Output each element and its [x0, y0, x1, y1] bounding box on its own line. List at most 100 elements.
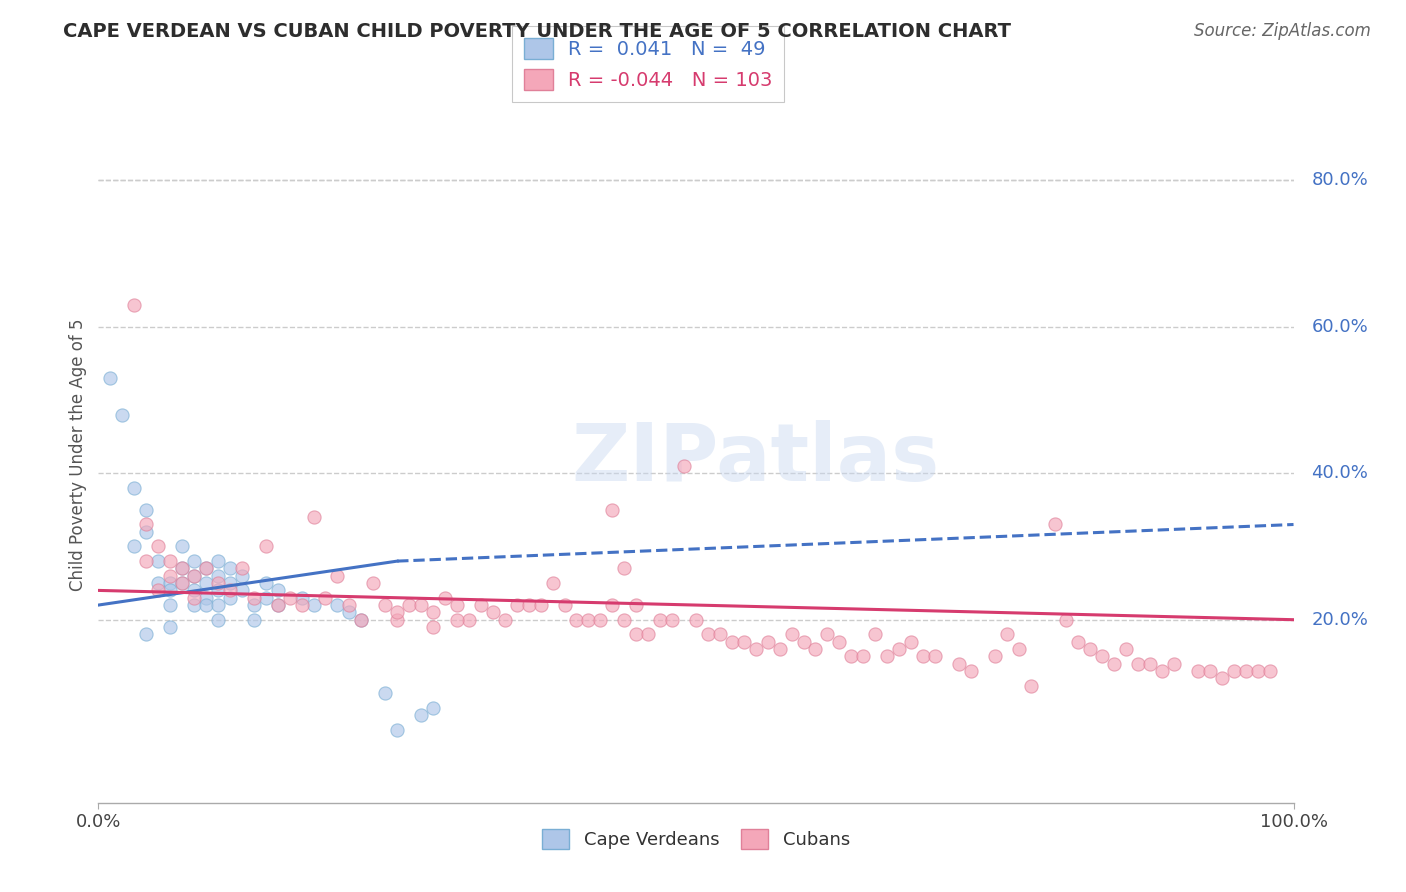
Point [613, 561, 636, 575]
Point [852, 649, 875, 664]
Point [804, 642, 827, 657]
Point [159, 620, 181, 634]
Point [148, 554, 170, 568]
Point [1043, 517, 1066, 532]
Point [243, 591, 266, 605]
Point [422, 700, 444, 714]
Point [650, 613, 672, 627]
Point [458, 613, 481, 627]
Point [924, 649, 946, 664]
Point [183, 583, 205, 598]
Point [1247, 664, 1270, 678]
Point [1187, 664, 1209, 678]
Point [124, 481, 146, 495]
Text: ZIPatlas: ZIPatlas [572, 419, 939, 498]
Point [135, 627, 157, 641]
Point [111, 408, 134, 422]
Point [626, 598, 648, 612]
Point [148, 540, 170, 554]
Point [183, 568, 205, 582]
Point [183, 568, 205, 582]
Point [219, 591, 242, 605]
Point [578, 613, 600, 627]
Point [1152, 664, 1174, 678]
Point [865, 627, 887, 641]
Point [207, 583, 229, 598]
Point [254, 576, 277, 591]
Y-axis label: Child Poverty Under the Age of 5: Child Poverty Under the Age of 5 [69, 318, 87, 591]
Point [135, 517, 157, 532]
Point [267, 583, 290, 598]
Point [602, 503, 624, 517]
Point [124, 298, 146, 312]
Point [243, 598, 266, 612]
Point [1056, 613, 1078, 627]
Point [626, 627, 648, 641]
Point [98, 371, 122, 385]
Point [374, 598, 396, 612]
Point [219, 561, 242, 575]
Text: 20.0%: 20.0% [1312, 611, 1368, 629]
Point [207, 598, 229, 612]
Point [207, 576, 229, 591]
Point [589, 613, 612, 627]
Point [482, 606, 505, 620]
Point [207, 554, 229, 568]
Point [554, 598, 576, 612]
Point [291, 598, 314, 612]
Point [159, 576, 181, 591]
Point [602, 598, 624, 612]
Point [780, 627, 803, 641]
Point [254, 540, 277, 554]
Point [159, 598, 181, 612]
Point [517, 598, 540, 612]
Point [195, 598, 218, 612]
Point [315, 591, 337, 605]
Point [231, 561, 253, 575]
Point [1163, 657, 1185, 671]
Point [302, 598, 325, 612]
Point [817, 627, 839, 641]
Point [1115, 642, 1137, 657]
Point [231, 568, 253, 582]
Point [541, 576, 564, 591]
Legend: Cape Verdeans, Cubans: Cape Verdeans, Cubans [534, 822, 858, 856]
Point [278, 591, 301, 605]
Point [219, 576, 242, 591]
Point [1258, 664, 1281, 678]
Point [159, 554, 181, 568]
Point [1019, 679, 1042, 693]
Point [446, 613, 468, 627]
Point [422, 606, 444, 620]
Point [326, 568, 349, 582]
Point [207, 613, 229, 627]
Point [889, 642, 911, 657]
Point [385, 613, 409, 627]
Point [183, 591, 205, 605]
Point [231, 583, 253, 598]
Point [135, 524, 157, 539]
Point [960, 664, 983, 678]
Point [685, 613, 707, 627]
Point [267, 598, 290, 612]
Point [1128, 657, 1150, 671]
Point [900, 634, 922, 648]
Point [363, 576, 385, 591]
Point [1223, 664, 1246, 678]
Point [673, 458, 696, 473]
Point [291, 591, 314, 605]
Point [1080, 642, 1102, 657]
Text: 60.0%: 60.0% [1312, 318, 1368, 335]
Point [446, 598, 468, 612]
Point [398, 598, 420, 612]
Point [411, 598, 433, 612]
Point [1211, 671, 1233, 685]
Point [1008, 642, 1031, 657]
Point [1139, 657, 1161, 671]
Point [565, 613, 588, 627]
Point [697, 627, 720, 641]
Point [769, 642, 792, 657]
Point [374, 686, 396, 700]
Point [733, 634, 755, 648]
Point [183, 554, 205, 568]
